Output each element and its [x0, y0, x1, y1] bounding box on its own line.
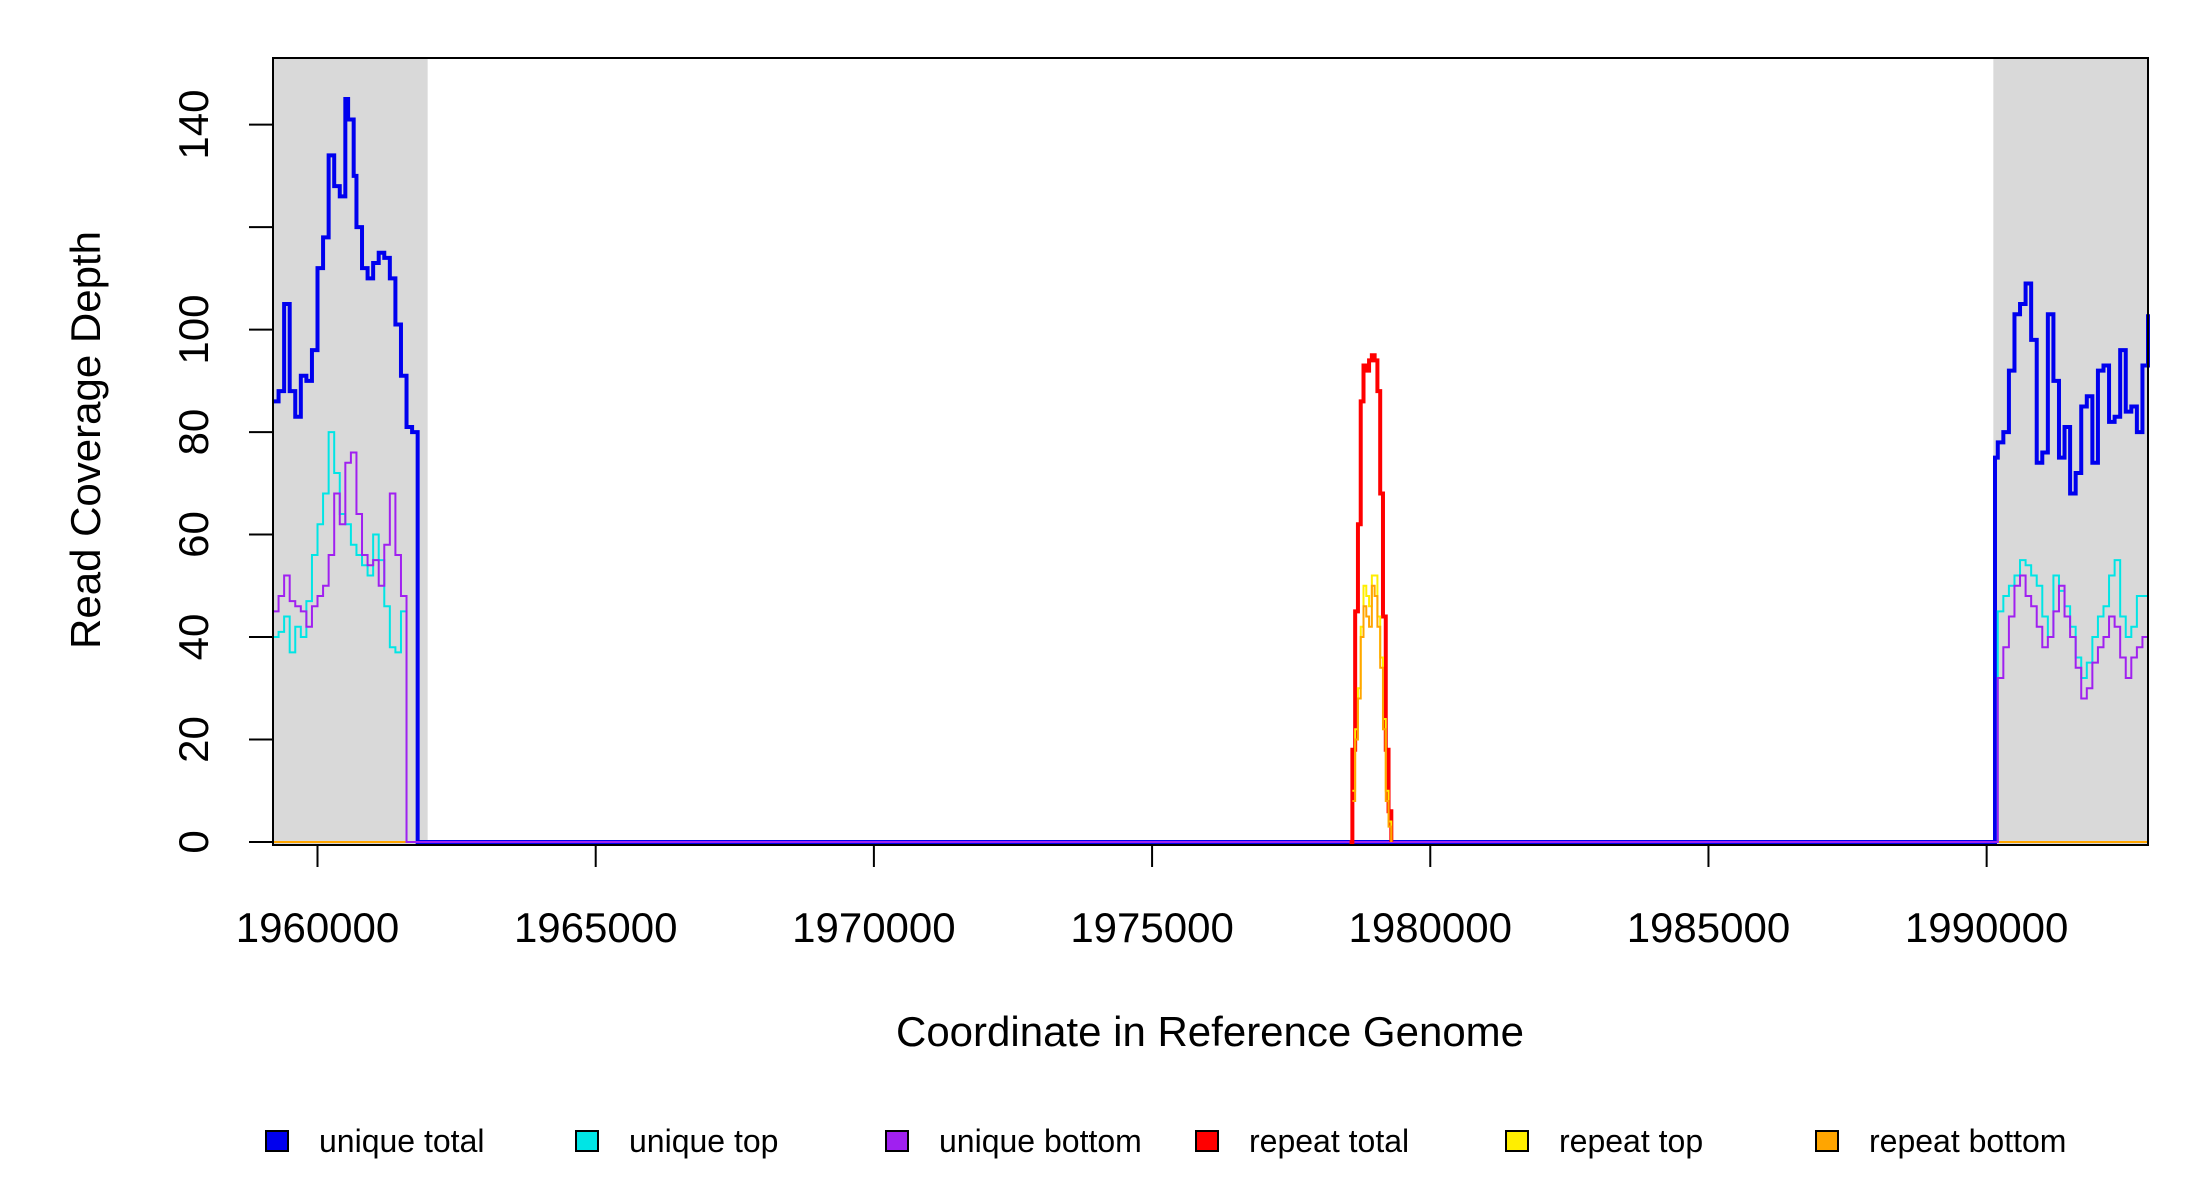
- legend-item-repeat-top: repeat top: [1505, 1122, 1704, 1159]
- x-tick-label-1975000: 1975000: [1070, 904, 1234, 951]
- legend-item-unique-total: unique total: [265, 1122, 485, 1159]
- series-unique-top: [273, 431, 2149, 843]
- x-tick-label-1965000: 1965000: [514, 904, 678, 951]
- legend-label-unique-top: unique top: [629, 1122, 779, 1159]
- x-tick-label-1970000: 1970000: [792, 904, 956, 951]
- y-axis-label: Read Coverage Depth: [62, 231, 109, 649]
- legend-label-unique-bottom: unique bottom: [939, 1122, 1142, 1159]
- legend-label-repeat-total: repeat total: [1249, 1122, 1410, 1159]
- x-axis-label: Coordinate in Reference Genome: [896, 1008, 1524, 1055]
- legend-label-repeat-top: repeat top: [1559, 1122, 1704, 1159]
- legend-swatch-repeat-bottom: [1815, 1130, 1839, 1152]
- legend-item-unique-top: unique top: [575, 1122, 779, 1159]
- legend-label-repeat-bottom: repeat bottom: [1869, 1122, 2067, 1159]
- y-tick-label-100: 100: [170, 295, 217, 365]
- series-repeat-bottom: [1352, 584, 1393, 842]
- y-axis: 0 20 40 60 80 100 140: [170, 90, 274, 854]
- x-tick-label-1980000: 1980000: [1349, 904, 1513, 951]
- legend-swatch-repeat-total: [1195, 1130, 1219, 1152]
- x-tick-label-1985000: 1985000: [1627, 904, 1791, 951]
- shaded-regions: [273, 58, 2148, 845]
- x-tick-label-1960000: 1960000: [236, 904, 400, 951]
- legend-item-unique-bottom: unique bottom: [885, 1122, 1142, 1159]
- legend-swatch-unique-bottom: [885, 1130, 909, 1152]
- y-tick-label-40: 40: [170, 614, 217, 661]
- x-tick-label-1990000: 1990000: [1905, 904, 2069, 951]
- legend-swatch-unique-top: [575, 1130, 599, 1152]
- y-tick-label-0: 0: [170, 830, 217, 853]
- y-tick-label-140: 140: [170, 90, 217, 160]
- legend-swatch-repeat-top: [1505, 1130, 1529, 1152]
- plot-frame: [272, 57, 2149, 846]
- legend-label-unique-total: unique total: [319, 1122, 485, 1159]
- legend-item-repeat-bottom: repeat bottom: [1815, 1122, 2067, 1159]
- legend-item-repeat-total: repeat total: [1195, 1122, 1410, 1159]
- shaded-region-1: [273, 58, 428, 845]
- y-tick-label-20: 20: [170, 716, 217, 763]
- series-unique-bottom: [273, 451, 2149, 843]
- series-repeat-total: [1349, 353, 1394, 844]
- series-lines: [273, 96, 2150, 844]
- legend: unique total unique top unique bottom repea…: [265, 1122, 2145, 1159]
- series-unique-total: [273, 96, 2150, 844]
- y-tick-label-60: 60: [170, 511, 217, 558]
- y-tick-label-80: 80: [170, 409, 217, 456]
- legend-swatch-unique-total: [265, 1130, 289, 1152]
- x-axis: 1960000 1965000 1970000 1975000 1980000 19850…: [236, 844, 2069, 951]
